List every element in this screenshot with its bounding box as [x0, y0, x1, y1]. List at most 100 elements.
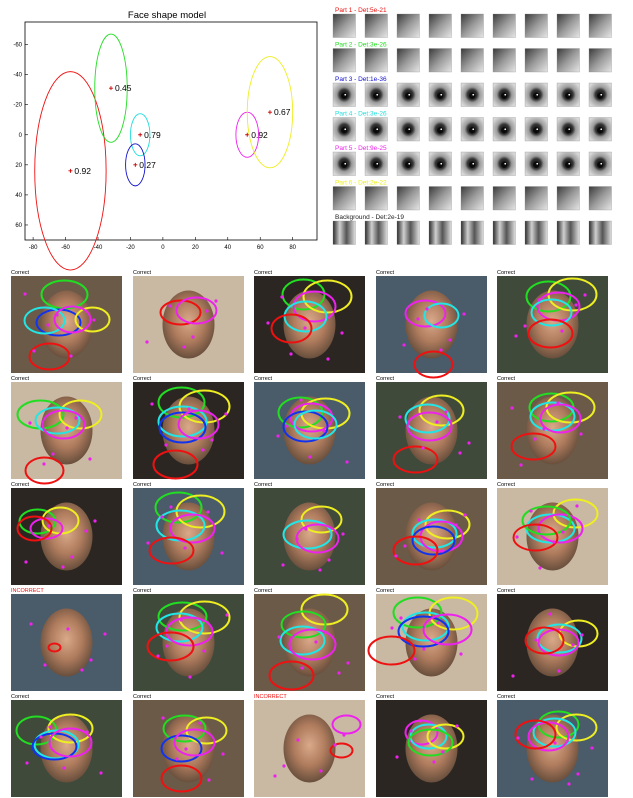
feature-point — [304, 527, 308, 531]
appearance-thumbnail — [332, 13, 356, 38]
feature-point — [510, 406, 514, 410]
detection-label: Correct — [133, 376, 152, 382]
part-detection-ellipse — [424, 509, 471, 540]
feature-point — [61, 565, 65, 569]
feature-point — [168, 304, 172, 308]
detection-example: INCORRECT — [11, 588, 122, 691]
part-detection-ellipse — [426, 723, 465, 750]
y-tick-label: 20 — [15, 163, 22, 169]
feature-point — [296, 738, 300, 742]
part-detection-ellipse — [392, 535, 439, 566]
appearance-thumbnail — [492, 186, 516, 211]
part-center-marker — [133, 162, 138, 167]
detection-example: Correct — [11, 482, 122, 585]
feature-point — [43, 663, 47, 667]
appearance-thumbnail — [396, 186, 420, 211]
part-detection-ellipse — [155, 612, 204, 643]
part-detection-ellipse — [154, 491, 203, 524]
appearance-thumbnail — [556, 48, 580, 73]
appearance-thumbnail — [332, 151, 356, 176]
part-detection-ellipse — [162, 714, 207, 743]
part-detection-ellipse — [148, 536, 195, 565]
feature-point — [285, 424, 289, 428]
feature-point — [187, 407, 191, 411]
part-detection-ellipse — [160, 764, 203, 793]
detection-example: Correct — [376, 270, 487, 379]
appearance-thumbnail — [460, 186, 484, 211]
part-detection-ellipse — [552, 498, 599, 529]
feature-point — [160, 515, 164, 519]
feature-point — [552, 540, 556, 544]
appearance-row-label: Part 3 - Det:1e-36 — [335, 76, 387, 83]
part-detection-ellipse — [411, 525, 456, 556]
appearance-thumbnail — [460, 13, 484, 38]
appearance-thumbnail — [428, 186, 452, 211]
part-center-marker — [108, 86, 113, 91]
feature-point — [103, 632, 107, 636]
feature-point — [441, 750, 445, 754]
feature-point — [188, 675, 192, 679]
face-photo — [40, 396, 93, 465]
feature-point — [538, 566, 542, 570]
appearance-thumbnail — [364, 48, 388, 73]
feature-point — [266, 321, 270, 325]
detection-example: Correct — [497, 482, 608, 585]
part-detection-ellipse — [24, 456, 65, 485]
feature-point — [399, 616, 403, 620]
part-ellipses: 0.92 0.45 0.79 0.27 0.92 0.67 — [34, 33, 294, 271]
face-photo — [526, 608, 579, 677]
feature-point — [556, 401, 560, 405]
detection-example: Correct — [497, 694, 608, 797]
feature-point — [92, 318, 96, 322]
part-detection-ellipse — [530, 298, 573, 327]
y-tick-label: -20 — [13, 103, 22, 109]
detection-example: Correct — [497, 270, 608, 373]
part-detection-ellipse — [527, 318, 574, 349]
feature-point — [84, 529, 88, 533]
face-photo — [283, 714, 336, 783]
part-detection-ellipse — [165, 616, 214, 647]
detection-label: Correct — [497, 270, 516, 276]
appearance-row-label: Part 1 - Det:5e-21 — [335, 7, 387, 14]
part-detection-ellipse — [401, 611, 450, 642]
feature-point — [308, 455, 312, 459]
appearance-thumbnail — [396, 220, 420, 245]
feature-point — [425, 307, 429, 311]
detection-example: Correct — [376, 694, 487, 797]
part-detection-ellipse — [537, 628, 580, 657]
feature-point — [333, 743, 337, 747]
x-tick-label: 60 — [257, 245, 264, 251]
part-detection-ellipse — [404, 299, 447, 328]
appearance-thumbnail — [332, 220, 356, 245]
part-detection-ellipse — [74, 306, 111, 333]
shape-model-plot: Face shape model -80 -60 -40 -20 0 20 40 60 80 -… — [13, 10, 318, 271]
feature-point — [515, 535, 519, 539]
detection-example: INCORRECT — [254, 694, 365, 797]
appearance-thumbnail — [396, 48, 420, 73]
detection-label: Correct — [497, 482, 516, 488]
detection-example: Correct — [133, 588, 244, 691]
feature-point — [403, 544, 407, 548]
feature-point — [280, 295, 284, 299]
feature-point — [183, 546, 187, 550]
part-detection-ellipse — [158, 411, 207, 444]
appearance-thumbnail — [364, 82, 388, 107]
feature-point — [435, 420, 439, 424]
part-detection-ellipse — [397, 615, 450, 648]
feature-point — [318, 568, 322, 572]
feature-point — [409, 729, 413, 733]
part-detection-ellipse — [152, 449, 199, 480]
x-tick-label: 0 — [161, 245, 165, 251]
appearance-thumbnail — [524, 220, 548, 245]
appearance-thumbnail — [460, 117, 484, 142]
appearance-row-label: Background - Det:2e-19 — [335, 214, 404, 221]
part-ellipse — [125, 143, 146, 187]
detection-example: Correct — [11, 270, 122, 373]
detection-label: Correct — [133, 694, 152, 700]
part-detection-ellipse — [280, 610, 327, 639]
part-detection-ellipse — [177, 409, 220, 440]
part-detection-ellipse — [292, 290, 337, 323]
part-detection-ellipse — [411, 518, 458, 549]
appearance-thumbnail — [428, 82, 452, 107]
